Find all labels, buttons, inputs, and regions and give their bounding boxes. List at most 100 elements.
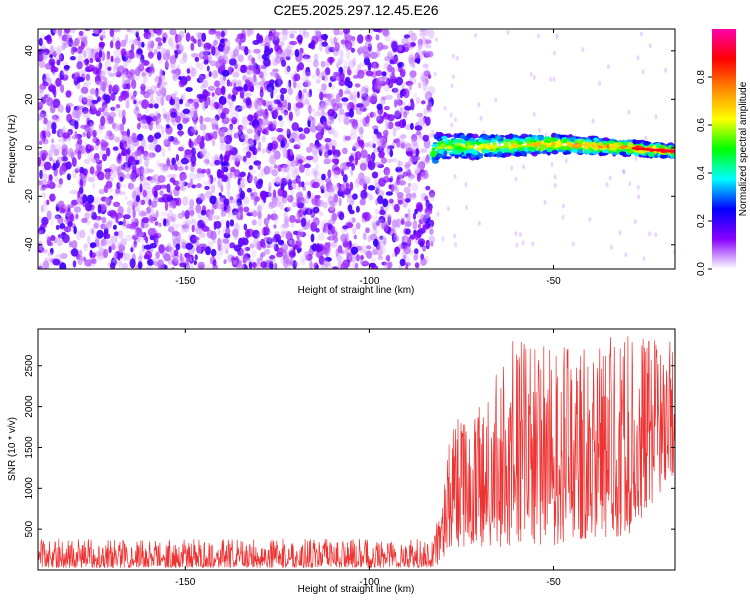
- spectrogram-cell: [175, 185, 181, 191]
- spectrogram-cell: [349, 181, 354, 191]
- spectrogram-cell: [276, 128, 284, 133]
- spectrogram-cell: [71, 240, 78, 249]
- spectrogram-cell: [541, 150, 547, 155]
- colorbar-tick-label: 0.4: [696, 166, 707, 180]
- spectrogram-cell: [185, 242, 194, 250]
- spectrogram-cell: [358, 126, 364, 135]
- spectrogram-cell: [506, 29, 510, 35]
- spectrogram-cell: [220, 38, 225, 44]
- spectrogram-cell: [267, 86, 273, 95]
- spectrogram-cell: [179, 185, 187, 192]
- spectrogram-cell: [65, 90, 72, 98]
- spectrogram-cell: [257, 81, 265, 86]
- spectrogram-cell: [82, 176, 87, 183]
- spectrogram-cell: [208, 177, 212, 186]
- spectrogram-cell: [539, 144, 546, 148]
- spectrogram-cell: [314, 53, 318, 61]
- spectrogram-cell: [104, 134, 110, 141]
- spectrogram-cell: [137, 261, 143, 269]
- spectrogram-cell: [104, 233, 111, 240]
- spectrogram-cell: [261, 77, 266, 83]
- spectrogram-cell: [282, 257, 287, 268]
- spectrogram-cell: [118, 221, 124, 226]
- spectrogram-cell: [345, 50, 351, 60]
- spectrogram-cell: [315, 227, 320, 233]
- spectrogram-cell: [593, 142, 598, 148]
- spectrogram-cell: [226, 220, 230, 230]
- spectrogram-cell: [161, 48, 167, 56]
- spectrogram-cell: [403, 186, 411, 194]
- spectrogram-cell: [251, 76, 258, 86]
- spectrogram-cell: [573, 149, 578, 154]
- spectrogram-cell: [188, 140, 194, 149]
- y-tick-label: 500: [24, 520, 35, 537]
- spectrogram-cell: [545, 140, 552, 143]
- spectrogram-cell: [481, 134, 489, 140]
- spectrogram-cell: [280, 139, 286, 148]
- spectrogram-cell: [57, 31, 62, 40]
- spectrogram-cell: [177, 212, 184, 220]
- spectrogram-cell: [38, 131, 43, 140]
- spectrogram-cell: [213, 215, 220, 220]
- spectrogram-cell: [169, 98, 176, 106]
- spectrogram-cell: [219, 153, 224, 164]
- spectrogram-cell: [238, 184, 242, 195]
- spectrogram-cell: [162, 107, 166, 116]
- spectrogram-cell: [323, 123, 329, 130]
- spectrogram-cell: [330, 225, 336, 235]
- spectrogram-cell: [410, 147, 415, 152]
- spectrogram-cell: [379, 235, 388, 242]
- spectrogram-cell: [136, 29, 140, 34]
- spectrogram-cell: [493, 144, 498, 148]
- spectrogram-cell: [102, 153, 107, 162]
- spectrogram-cell: [116, 104, 120, 109]
- spectrogram-cell: [240, 246, 248, 255]
- spectrogram-cell: [142, 189, 147, 198]
- spectrogram-cell: [76, 36, 81, 44]
- spectrogram-cell: [424, 50, 430, 58]
- spectrogram-cell: [372, 222, 378, 231]
- spectrogram-cell: [402, 234, 409, 243]
- spectrogram-cell: [659, 154, 667, 159]
- spectrogram-cell: [374, 112, 381, 121]
- spectrogram-cell: [307, 91, 311, 98]
- spectrogram-cell: [346, 66, 351, 75]
- spectrogram-cell: [193, 260, 197, 266]
- spectrogram-cell: [639, 31, 643, 37]
- spectrogram-cell: [287, 102, 292, 111]
- spectrogram-cell: [214, 87, 223, 96]
- spectrogram-cell: [438, 154, 444, 158]
- spectrogram-cell: [234, 222, 240, 232]
- spectrogram-cell: [371, 171, 379, 179]
- spectrogram-cell: [273, 215, 279, 224]
- spectrogram-cell: [409, 70, 417, 78]
- spectrogram-cell: [237, 79, 242, 88]
- spectrogram-cell: [372, 62, 377, 72]
- spectrogram-cell: [350, 91, 357, 101]
- spectrogram-cell: [415, 131, 421, 136]
- spectrogram-cell: [203, 117, 212, 123]
- spectrogram-cell: [440, 143, 445, 147]
- spectrogram-cell: [141, 72, 149, 79]
- spectrogram-cell: [233, 153, 241, 163]
- spectrogram-cell: [203, 59, 209, 65]
- spectrogram-cell: [352, 227, 357, 235]
- spectrogram-cell: [324, 137, 332, 143]
- spectrogram-cell: [253, 133, 260, 142]
- spectrogram-cell: [179, 175, 184, 182]
- spectrogram-cell: [242, 253, 248, 262]
- spectrogram-cell: [355, 205, 360, 213]
- spectrogram-cell: [401, 197, 406, 203]
- spectrogram-cell: [268, 166, 274, 171]
- y-tick-label: 40: [24, 45, 35, 57]
- spectrogram-cell: [313, 53, 319, 62]
- spectrogram-cell: [194, 147, 200, 154]
- x-tick-label: -150: [175, 577, 195, 588]
- spectrogram-cell: [355, 254, 360, 262]
- spectrogram-cell: [288, 111, 293, 121]
- spectrogram-cell: [428, 235, 436, 244]
- spectrogram-cell: [341, 238, 346, 244]
- spectrogram-cell: [209, 256, 213, 266]
- spectrogram-cell: [368, 96, 377, 104]
- spectrogram-cell: [197, 40, 204, 48]
